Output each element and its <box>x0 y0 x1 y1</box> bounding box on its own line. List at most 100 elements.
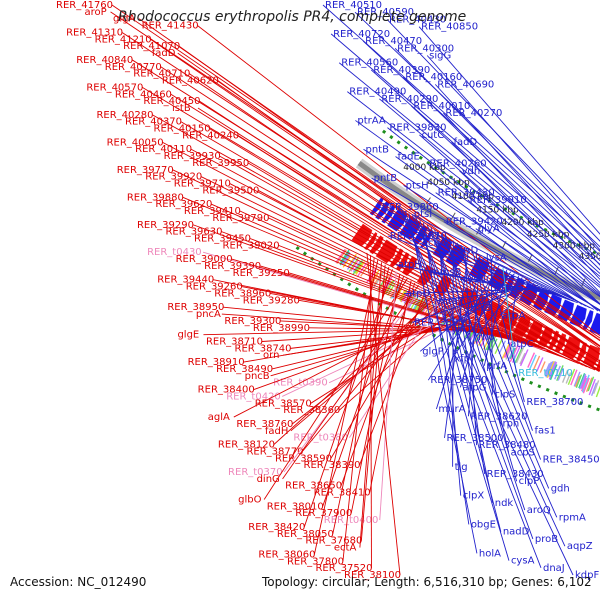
feature-stripe <box>587 376 595 392</box>
gene-label-right: RER_40260 <box>430 159 487 170</box>
gene-label-right: fas1 <box>534 426 555 437</box>
gene-leader-line <box>209 128 600 368</box>
gene-label-right: cysNC <box>462 274 493 285</box>
gene-label-left: glgA <box>113 14 135 25</box>
gene-label-left: RER_39410 <box>184 206 241 217</box>
gene-leader-line <box>110 11 600 342</box>
gene-leader-line <box>475 277 523 338</box>
feature-stripe <box>354 261 364 274</box>
gene-leader-line <box>445 236 518 482</box>
feature-stripe <box>580 375 587 389</box>
gene-label-right: RER_38620 <box>470 411 527 422</box>
feature-stripe <box>545 360 554 378</box>
gene-leader-line <box>369 280 412 493</box>
gene-label-left: RER_38590 <box>275 453 332 464</box>
gene-leader-line <box>419 134 600 295</box>
gene-label-right: vdh <box>462 166 481 177</box>
gene-leader-line <box>475 253 501 424</box>
gene-label-left: RER_t0420 <box>226 391 281 402</box>
gene-label-left: RER_39770 <box>117 165 174 176</box>
gene-leader-line <box>371 177 600 311</box>
feature-stripe <box>360 263 370 277</box>
gene-leader-line <box>502 267 517 374</box>
feature-stripe <box>567 368 576 385</box>
gene-label-left: RER_41210 <box>95 34 152 45</box>
gene-leader-line <box>451 249 570 300</box>
gene-label-right: RER_40430 <box>389 14 446 25</box>
gene-label-right: sigG <box>429 51 451 62</box>
feature-stripe <box>561 369 569 383</box>
gene-label-right: acpS <box>511 447 535 458</box>
gene-label-left: RER_39280 <box>243 295 300 306</box>
gene-leader-line <box>471 251 533 431</box>
gene-leader-line <box>221 313 511 335</box>
reverse-cds-arrow <box>416 264 435 287</box>
gene-label-left: RER_39790 <box>212 213 269 224</box>
gene-label-right: RER_39430 <box>438 188 495 199</box>
gene-leader-line <box>386 19 600 242</box>
gene-label-right: atpA <box>502 310 525 321</box>
map-title: Rhodococcus erythropolis PR4, complete g… <box>118 9 467 25</box>
gene-leader-line <box>366 252 401 576</box>
gene-leader-line <box>273 295 438 445</box>
gene-leader-line <box>370 69 600 275</box>
scale-tick-label: 4050 kbp <box>427 178 470 188</box>
gene-label-left: RER_39710 <box>174 179 231 190</box>
gene-label-left: RER_38740 <box>235 343 292 354</box>
reverse-cds-arrow <box>576 341 588 362</box>
gene-label-left: RER_38050 <box>277 529 334 540</box>
gene-leader-line <box>434 229 494 503</box>
gene-label-right: obgE <box>471 519 496 530</box>
gene-leader-line <box>444 249 469 438</box>
gene-label-right: RER_38750 <box>430 375 487 386</box>
gene-label-right: RER_40490 <box>349 87 406 98</box>
feature-stripe <box>570 369 578 386</box>
gene-label-right: RER_40390 <box>373 65 430 76</box>
gene-label-right: RER_40850 <box>421 22 478 33</box>
gene-label-left: aglA <box>208 412 230 423</box>
gene-label-left: RER_38950 <box>167 302 224 313</box>
gene-leader-line <box>412 215 566 547</box>
gene-label-left: RER_t0400 <box>324 515 379 526</box>
gene-label-right: tig <box>455 462 468 473</box>
gene-leader-line <box>197 25 600 337</box>
gene-label-left: RER_39290 <box>137 220 194 231</box>
gene-label-left: RER_37680 <box>305 536 362 547</box>
scale-tick-label: 4200 kbp <box>501 218 544 228</box>
feature-stripe <box>579 373 587 390</box>
feature-stripe <box>509 344 519 363</box>
feature-stripe <box>509 347 517 360</box>
gene-label-left: glbO <box>238 494 261 505</box>
gene-leader-line <box>379 206 595 310</box>
gene-label-right: RER_40590 <box>357 7 414 18</box>
gene-label-right: fadE <box>398 152 420 163</box>
gene-label-right: RER_38450 <box>543 455 600 466</box>
gene-leader-line <box>443 279 527 331</box>
gene-label-left: RER_39450 <box>194 233 251 244</box>
gene-leader-line <box>467 284 539 309</box>
feature-stripe <box>574 375 581 388</box>
gene-label-right: RER_39910 <box>470 195 527 206</box>
feature-stripe <box>546 360 555 378</box>
gene-leader-line <box>162 141 600 371</box>
gene-label-left: RER_38490 <box>216 364 273 375</box>
gene-label-right: cysD <box>454 245 479 256</box>
gene-leader-line <box>402 76 600 271</box>
gene-leader-line <box>491 285 550 291</box>
gene-label-left: RER_t0380 <box>293 433 348 444</box>
gene-leader-line <box>190 148 600 372</box>
gene-label-left: RER_39250 <box>233 268 290 279</box>
feature-stripe <box>504 346 512 358</box>
feature-stripe <box>557 367 564 381</box>
gene-leader-line <box>302 293 434 452</box>
gene-leader-line <box>387 127 600 297</box>
gene-label-right: rho <box>478 332 494 343</box>
gene-leader-line <box>426 55 600 251</box>
gene-leader-line <box>247 162 600 372</box>
gene-label-left: RER_40460 <box>115 89 172 100</box>
gene-leader-line <box>332 266 390 534</box>
gene-leader-line <box>330 33 600 265</box>
gene-label-right: echA <box>422 238 447 249</box>
gene-label-left: RER_38710 <box>206 337 263 348</box>
gene-leader-line <box>199 100 600 362</box>
